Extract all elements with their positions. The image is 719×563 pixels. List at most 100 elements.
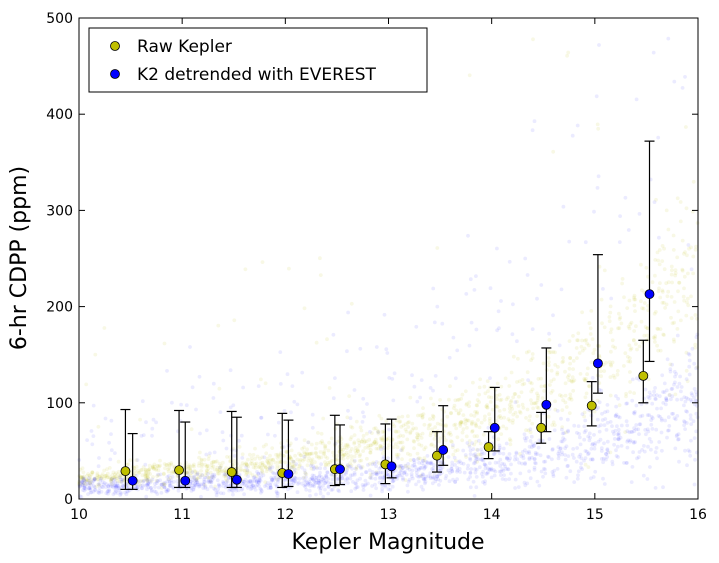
background-point	[88, 481, 92, 485]
background-point	[374, 440, 379, 445]
background-point	[641, 473, 646, 478]
background-point	[569, 397, 574, 402]
background-point	[84, 478, 88, 483]
background-point	[477, 425, 482, 430]
background-point	[453, 449, 458, 453]
background-point	[144, 420, 148, 425]
background-point	[627, 326, 632, 331]
background-point	[145, 482, 149, 487]
background-point	[608, 330, 613, 335]
background-point	[419, 436, 424, 440]
background-point	[275, 494, 280, 498]
background-point	[104, 482, 109, 486]
background-point	[415, 473, 419, 478]
background-point	[604, 452, 608, 456]
background-point	[415, 431, 420, 436]
background-point	[567, 239, 572, 244]
background-point	[324, 474, 329, 478]
background-point	[625, 306, 630, 310]
background-point	[138, 479, 143, 484]
background-point	[456, 460, 461, 465]
background-point	[80, 466, 85, 471]
background-point	[195, 470, 200, 475]
background-point	[562, 437, 567, 442]
background-point	[298, 453, 303, 458]
background-point	[400, 440, 405, 445]
background-point	[366, 481, 370, 486]
background-point	[349, 454, 354, 459]
background-point	[587, 451, 591, 456]
background-point	[373, 426, 378, 431]
background-point	[523, 256, 528, 261]
background-point	[595, 417, 600, 422]
background-point	[302, 483, 307, 488]
background-point	[145, 483, 150, 488]
background-point	[202, 477, 207, 482]
background-point	[221, 438, 226, 443]
background-point	[345, 463, 350, 467]
background-point	[654, 397, 658, 401]
background-point	[145, 475, 150, 480]
background-point	[614, 394, 618, 398]
background-point	[145, 473, 150, 478]
background-point	[203, 485, 208, 490]
background-point	[189, 489, 194, 493]
background-point	[228, 405, 233, 410]
background-point	[642, 333, 647, 338]
background-point	[563, 393, 568, 398]
background-point	[156, 472, 160, 477]
background-point	[198, 472, 202, 477]
background-point	[631, 450, 635, 455]
background-point	[111, 475, 116, 480]
background-point	[348, 461, 352, 466]
background-point	[615, 372, 620, 377]
background-point	[95, 473, 100, 477]
background-point	[297, 459, 302, 464]
background-point	[396, 429, 401, 434]
background-point	[634, 403, 639, 408]
background-point	[206, 475, 211, 480]
background-point	[276, 480, 280, 484]
background-point	[689, 391, 694, 396]
background-point	[482, 462, 487, 467]
background-point	[692, 482, 697, 487]
background-point	[660, 448, 664, 453]
background-point	[344, 446, 349, 451]
background-point	[575, 446, 579, 450]
background-point	[167, 483, 172, 488]
background-point	[220, 430, 225, 435]
background-point	[82, 479, 87, 483]
background-point	[693, 398, 698, 403]
background-point	[605, 455, 610, 459]
background-point	[467, 439, 472, 443]
background-point	[689, 267, 694, 272]
background-point	[455, 477, 459, 482]
background-point	[670, 386, 675, 391]
background-point	[371, 460, 376, 465]
background-point	[602, 325, 607, 330]
background-point	[340, 476, 345, 481]
background-point	[342, 452, 347, 457]
background-point	[592, 433, 596, 437]
background-point	[531, 444, 536, 448]
background-point	[86, 478, 91, 483]
background-point	[649, 447, 653, 452]
background-point	[86, 478, 90, 483]
background-point	[278, 460, 283, 465]
background-point	[347, 394, 352, 398]
background-point	[349, 463, 354, 468]
background-point	[654, 310, 658, 314]
background-point	[345, 476, 350, 480]
background-point	[406, 425, 411, 429]
background-point	[297, 464, 302, 469]
background-point	[348, 473, 353, 478]
background-point	[374, 464, 378, 469]
background-point	[527, 444, 532, 449]
background-point	[640, 340, 645, 345]
background-point	[418, 456, 423, 461]
background-point	[430, 427, 435, 432]
background-point	[634, 97, 639, 102]
background-point	[314, 340, 319, 345]
background-point	[86, 483, 91, 487]
background-point	[453, 479, 458, 484]
